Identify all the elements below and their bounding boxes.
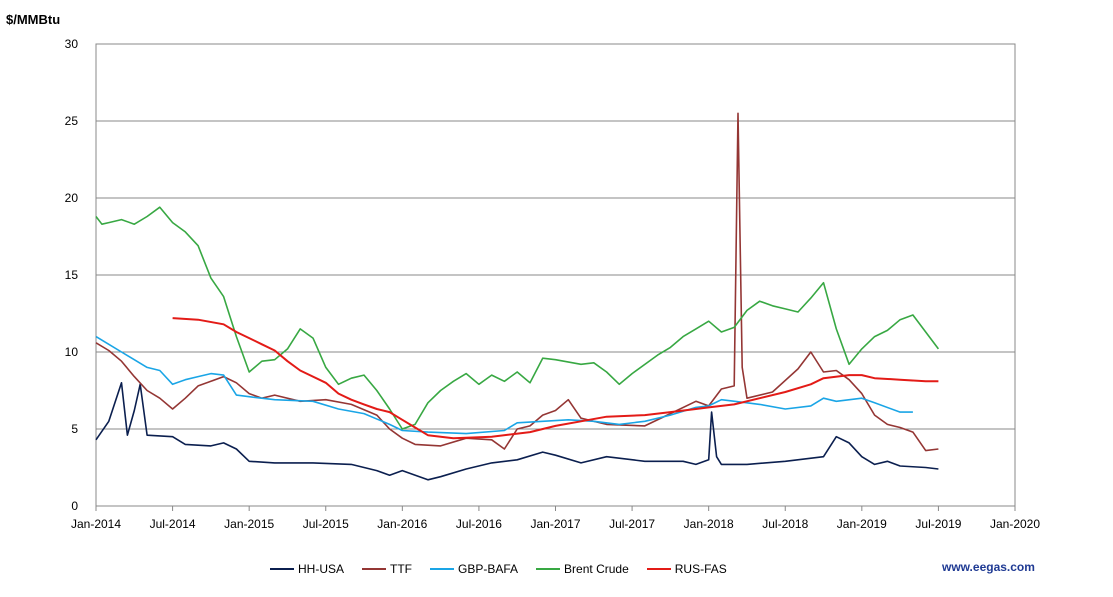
x-tick-label: Jan-2014 [71, 517, 121, 531]
x-tick-label: Jul-2019 [915, 517, 961, 531]
legend-label: HH-USA [298, 562, 345, 576]
x-tick-label: Jan-2018 [684, 517, 734, 531]
series-line-gbp-bafa [95, 335, 913, 435]
y-tick-label: 0 [71, 499, 78, 513]
x-tick-label: Jul-2018 [762, 517, 808, 531]
y-tick-label: 10 [65, 345, 79, 359]
x-tick-label: Jan-2017 [530, 517, 580, 531]
legend-label: RUS-FAS [674, 562, 727, 576]
legend-label: TTF [390, 562, 413, 576]
legend-label: GBP-BAFA [458, 562, 519, 576]
legend: HH-USA TTF GBP-BAFA Brent Crude RUS-FAS [270, 562, 727, 576]
x-tick-label: Jul-2015 [303, 517, 349, 531]
y-tick-label: 15 [65, 268, 79, 282]
legend-item: Brent Crude [536, 562, 629, 576]
legend-swatch [646, 568, 671, 570]
x-tick-label: Jul-2017 [609, 517, 655, 531]
legend-item: GBP-BAFA [430, 562, 518, 576]
x-tick-label: Jan-2020 [990, 517, 1040, 531]
legend-item: TTF [362, 562, 412, 576]
legend-swatch [362, 568, 387, 570]
y-tick-label: 5 [71, 422, 78, 436]
series-line-rus-fas [172, 317, 939, 440]
x-tick-label: Jul-2014 [150, 517, 196, 531]
y-tick-label: 30 [65, 37, 79, 51]
x-tick-label: Jan-2015 [224, 517, 274, 531]
legend-swatch [270, 568, 294, 570]
legend-item: RUS-FAS [646, 562, 727, 576]
legend-label: Brent Crude [564, 562, 629, 576]
legend-swatch [536, 568, 561, 570]
y-axis-label: $/MMBtu [6, 12, 61, 27]
series-line-ttf [95, 112, 939, 452]
series-line-brent-crude [95, 206, 940, 430]
x-tick-label: Jan-2016 [377, 517, 427, 531]
x-tick-label: Jul-2016 [456, 517, 502, 531]
legend-swatch [430, 568, 455, 570]
y-tick-label: 20 [65, 191, 79, 205]
series-line-hh-usa [95, 381, 939, 481]
legend-item: HH-USA [270, 562, 344, 576]
axes: 0 5 10 15 20 25 30 Jan-2014 Jul-2014 Jan-2015 Jul-… [65, 37, 1041, 531]
y-tick-label: 25 [65, 114, 79, 128]
gridlines [95, 43, 1016, 507]
x-tick-label: Jan-2019 [837, 517, 887, 531]
website-label: www.eegas.com [942, 560, 1035, 574]
series-layer [95, 112, 940, 481]
